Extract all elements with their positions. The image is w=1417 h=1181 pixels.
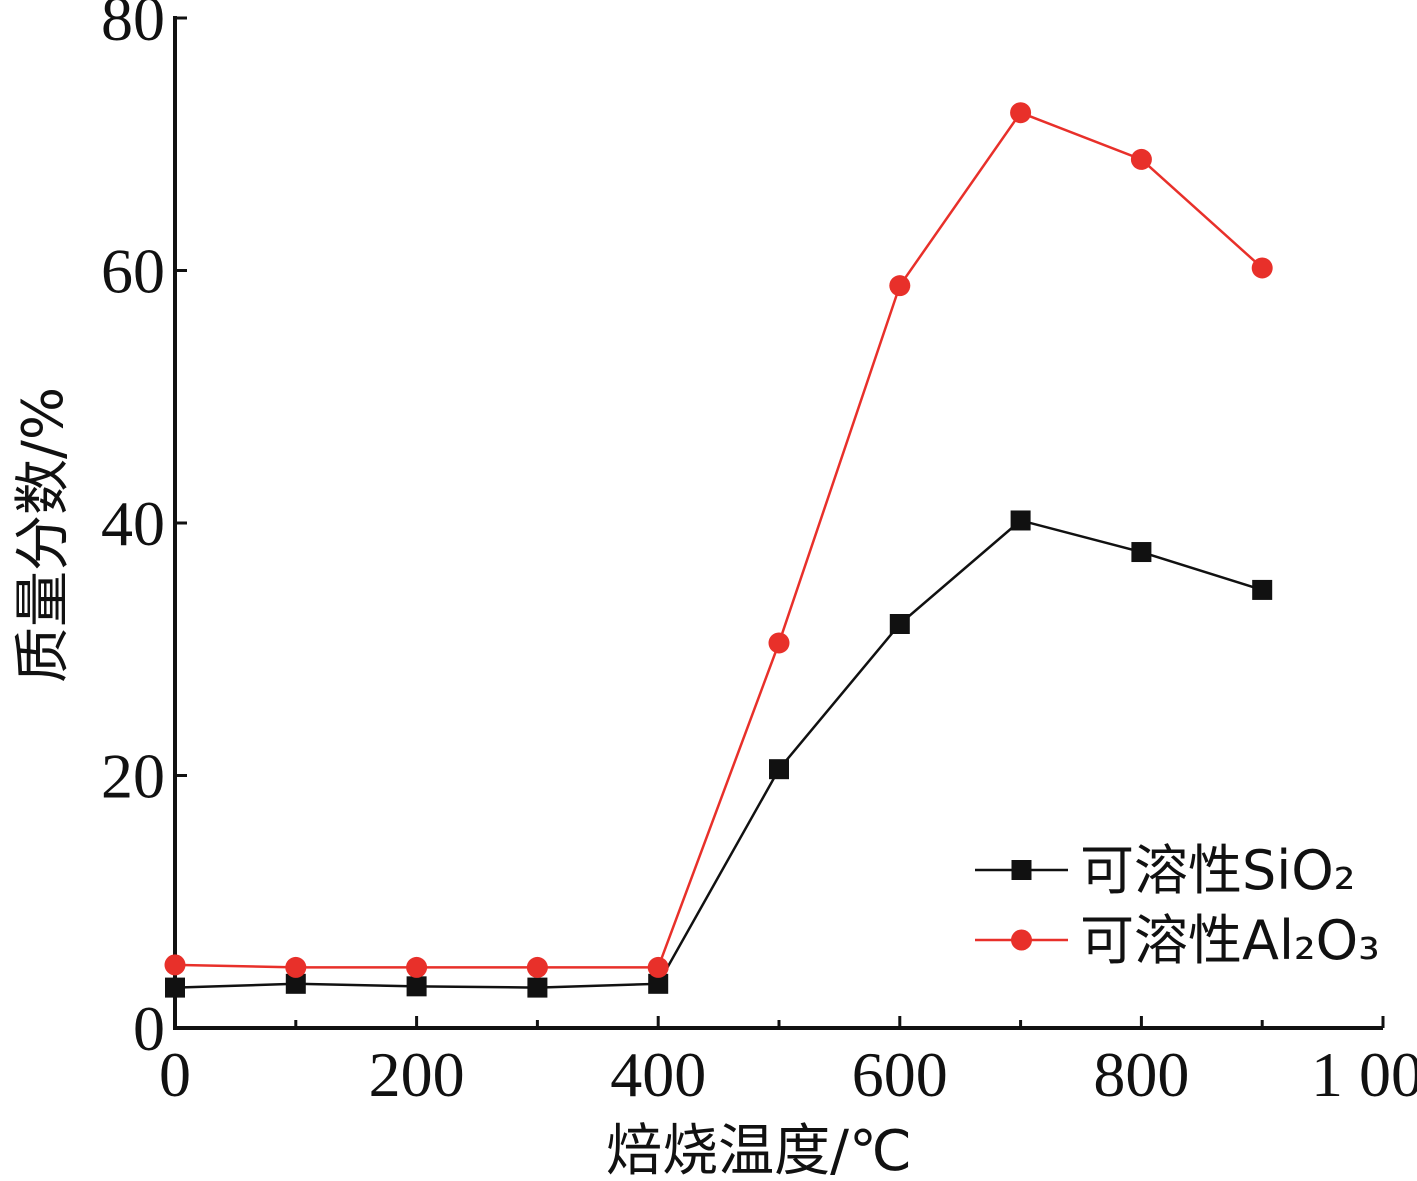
series-sio2 (165, 510, 1273, 998)
data-point (527, 977, 548, 998)
x-axis: 0 200 400 600 800 1 000 (159, 1016, 1417, 1110)
data-point (1131, 542, 1152, 563)
data-point (647, 956, 669, 978)
legend-item-al2o3: 可溶性Al₂O₃ (975, 909, 1380, 972)
data-point (526, 956, 548, 978)
legend-label-sio2: 可溶性SiO₂ (1080, 839, 1355, 902)
y-axis: 0 20 40 60 80 (101, 0, 187, 1064)
x-tick-label: 200 (369, 1039, 465, 1110)
y-axis-title: 质量分数/% (11, 387, 76, 683)
data-point (164, 954, 186, 976)
data-point (648, 973, 669, 994)
x-tick-label: 400 (610, 1039, 706, 1110)
x-tick-label: 600 (852, 1039, 948, 1110)
x-ticks: 0 200 400 600 800 1 000 (159, 1016, 1417, 1110)
y-tick-label: 20 (101, 741, 165, 812)
data-point (165, 977, 185, 998)
data-point (768, 632, 790, 654)
data-point (1252, 579, 1273, 600)
legend-marker-al2o3 (1011, 929, 1032, 951)
data-point (285, 956, 307, 978)
data-point (406, 956, 428, 978)
legend-marker-sio2 (1011, 860, 1032, 880)
series-layer (164, 102, 1273, 998)
data-point (1010, 510, 1031, 531)
legend-label-al2o3: 可溶性Al₂O₃ (1080, 909, 1380, 972)
y-tick-label: 40 (101, 488, 165, 559)
x-axis-title: 焙烧温度/℃ (606, 1119, 912, 1181)
x-tick-label: 0 (159, 1039, 191, 1110)
data-point (285, 973, 306, 994)
data-point (1251, 257, 1273, 279)
data-point (1130, 148, 1152, 170)
series-line (174, 519, 1263, 989)
series-line (174, 111, 1264, 969)
legend: 可溶性SiO₂ 可溶性Al₂O₃ (975, 839, 1380, 972)
data-point (889, 614, 910, 634)
data-point (769, 759, 789, 780)
series-al2o3 (164, 102, 1273, 978)
y-ticks: 0 20 40 60 80 (101, 0, 187, 1064)
x-tick-label: 1 000 (1311, 1039, 1417, 1110)
y-tick-label: 80 (101, 0, 165, 54)
data-point (1010, 102, 1032, 124)
legend-item-sio2: 可溶性SiO₂ (975, 839, 1355, 902)
data-point (889, 275, 911, 297)
y-tick-label: 0 (133, 993, 165, 1064)
x-tick-label: 800 (1093, 1039, 1189, 1110)
data-point (406, 976, 427, 997)
y-tick-label: 60 (101, 236, 165, 307)
